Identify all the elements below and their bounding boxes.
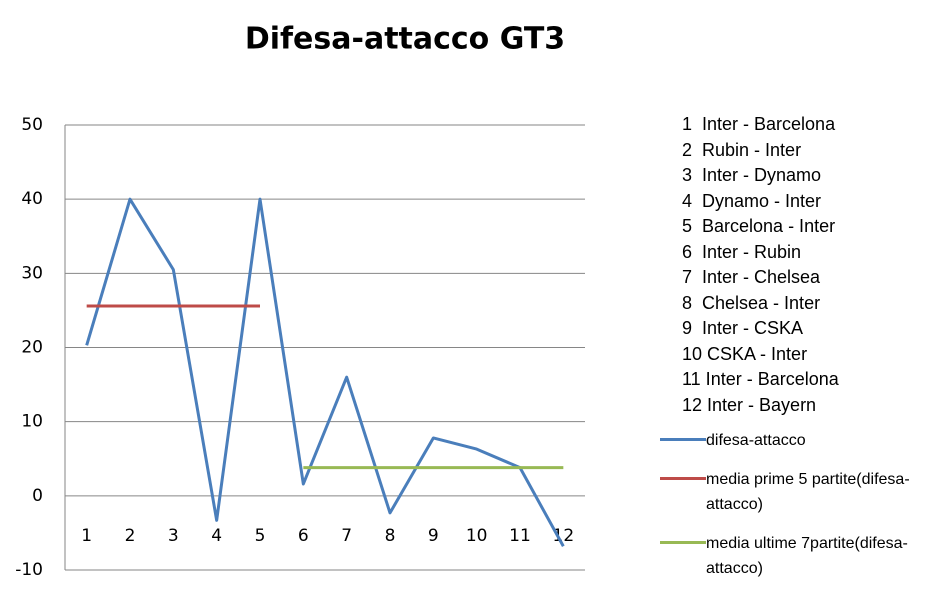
legend-swatch xyxy=(660,541,706,544)
y-tick-label: 40 xyxy=(21,189,43,209)
y-tick-label: 30 xyxy=(21,263,43,283)
match-label: 10 CSKA - Inter xyxy=(682,343,808,364)
x-tick-label: 9 xyxy=(428,526,439,546)
match-label: 7 Inter - Chelsea xyxy=(682,267,821,287)
y-tick-label: 0 xyxy=(32,486,43,506)
y-tick-label: 10 xyxy=(21,412,43,432)
legend-label: difesa-attacco xyxy=(706,432,806,449)
x-tick-label: 6 xyxy=(298,526,309,546)
match-label: 11 Inter - Barcelona xyxy=(682,369,839,389)
legend-label: media ultime 7partite(difesa-attacco) xyxy=(706,535,908,577)
match-label: 2 Rubin - Inter xyxy=(682,139,802,160)
legend-label: media prime 5 partite(difesa-attacco) xyxy=(706,471,910,513)
legend-item: media prime 5 partite(difesa-attacco) xyxy=(660,467,930,517)
match-label: 3 Inter - Dynamo xyxy=(682,165,822,185)
legend-swatch xyxy=(660,438,706,441)
match-label: 1 Inter - Barcelona xyxy=(682,114,836,134)
x-tick-label: 1 xyxy=(81,526,92,546)
match-label: 4 Dynamo - Inter xyxy=(682,190,822,211)
x-tick-label: 3 xyxy=(168,526,179,546)
x-tick-label: 10 xyxy=(466,526,488,546)
x-tick-label: 8 xyxy=(385,526,396,546)
legend: difesa-attacco media prime 5 partite(dife… xyxy=(660,428,930,594)
legend-swatch xyxy=(660,477,706,480)
y-tick-label: -10 xyxy=(15,560,43,580)
match-list: 1 Inter - Barcelona 2 Rubin - Inter 3 Inte… xyxy=(682,112,839,418)
x-tick-label: 7 xyxy=(341,526,352,546)
series-line xyxy=(85,197,565,547)
x-tick-label: 2 xyxy=(125,526,136,546)
y-tick-label: 20 xyxy=(21,338,43,358)
x-tick-label: 4 xyxy=(211,526,222,546)
match-label: 8 Chelsea - Inter xyxy=(682,292,821,313)
legend-item: media ultime 7partite(difesa-attacco) xyxy=(660,531,930,581)
x-tick-label: 11 xyxy=(509,526,531,546)
legend-item: difesa-attacco xyxy=(660,428,930,453)
match-label: 9 Inter - CSKA xyxy=(682,318,804,338)
chart-title: Difesa-attacco GT3 xyxy=(245,22,565,57)
match-label: 6 Inter - Rubin xyxy=(682,241,802,262)
match-label: 5 Barcelona - Inter xyxy=(682,216,836,236)
y-tick-label: 50 xyxy=(21,115,43,135)
match-label: 12 Inter - Bayern xyxy=(682,394,817,415)
x-tick-label: 5 xyxy=(255,526,266,546)
x-tick-label: 12 xyxy=(553,526,575,546)
